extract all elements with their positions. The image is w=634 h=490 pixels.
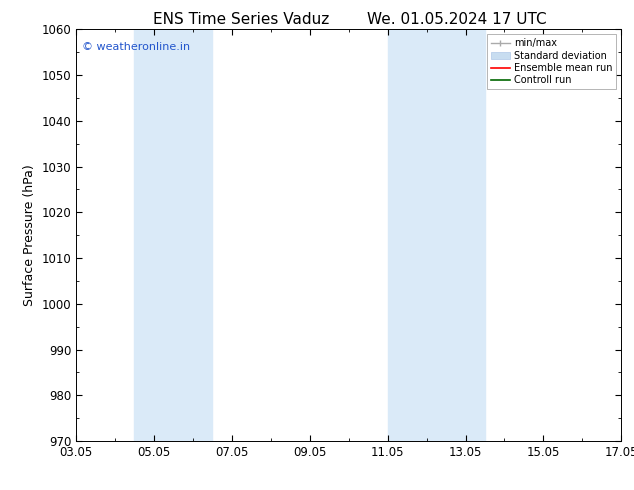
Y-axis label: Surface Pressure (hPa): Surface Pressure (hPa) [23, 164, 36, 306]
Legend: min/max, Standard deviation, Ensemble mean run, Controll run: min/max, Standard deviation, Ensemble me… [487, 34, 616, 89]
Bar [134, 29, 212, 441]
Text: We. 01.05.2024 17 UTC: We. 01.05.2024 17 UTC [366, 12, 547, 27]
Bar [387, 29, 485, 441]
Text: © weatheronline.in: © weatheronline.in [82, 42, 190, 52]
Text: ENS Time Series Vaduz: ENS Time Series Vaduz [153, 12, 329, 27]
